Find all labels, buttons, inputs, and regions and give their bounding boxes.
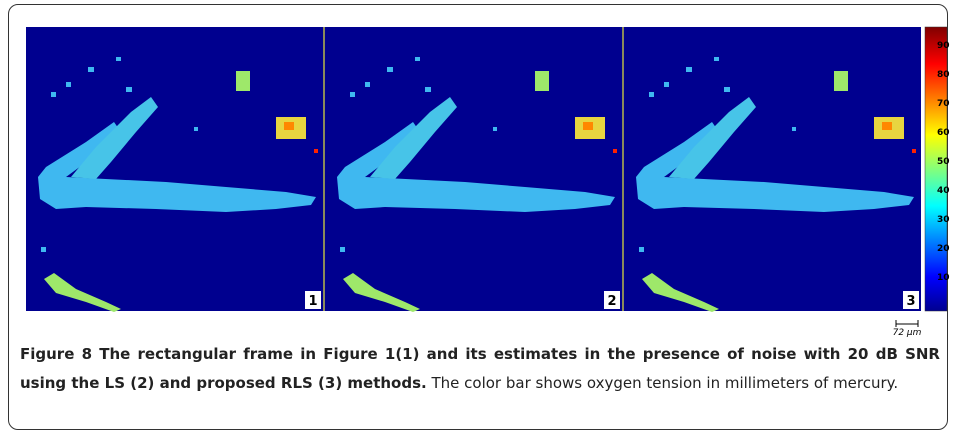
colorbar-tick-label: 70 <box>937 99 950 109</box>
caption: Figure 8 The rectangular frame in Figure… <box>20 340 940 397</box>
caption-title: The rectangular frame in Figure 1(1) and… <box>20 345 940 392</box>
caption-label: Figure 8 <box>20 345 93 363</box>
colorbar-ticks: 90 80 70 60 50 40 30 20 10 <box>937 41 950 283</box>
colorbar-tick-label: 80 <box>937 70 950 80</box>
colorbar-tick-label: 30 <box>937 215 950 225</box>
panel-label: 2 <box>607 294 616 309</box>
panel-label: 1 <box>308 294 317 309</box>
panel-label: 3 <box>906 294 915 309</box>
colorbar <box>924 26 948 312</box>
caption-text: The color bar shows oxygen tension in mi… <box>431 373 899 392</box>
colorbar-tick-label: 50 <box>937 157 950 167</box>
colorbar-tick-label: 20 <box>937 244 950 254</box>
scale-bar-label: 72 μm <box>893 328 922 338</box>
colorbar-tick-label: 10 <box>937 273 950 283</box>
panel: 2 <box>325 27 622 312</box>
panel: 1 <box>26 27 323 312</box>
colorbar-tick-label: 90 <box>937 41 950 51</box>
colorbar-tick-label: 40 <box>937 186 950 196</box>
colorbar-tick-label: 60 <box>937 128 950 138</box>
panel: 3 <box>624 27 921 312</box>
figure-frame <box>8 4 948 430</box>
